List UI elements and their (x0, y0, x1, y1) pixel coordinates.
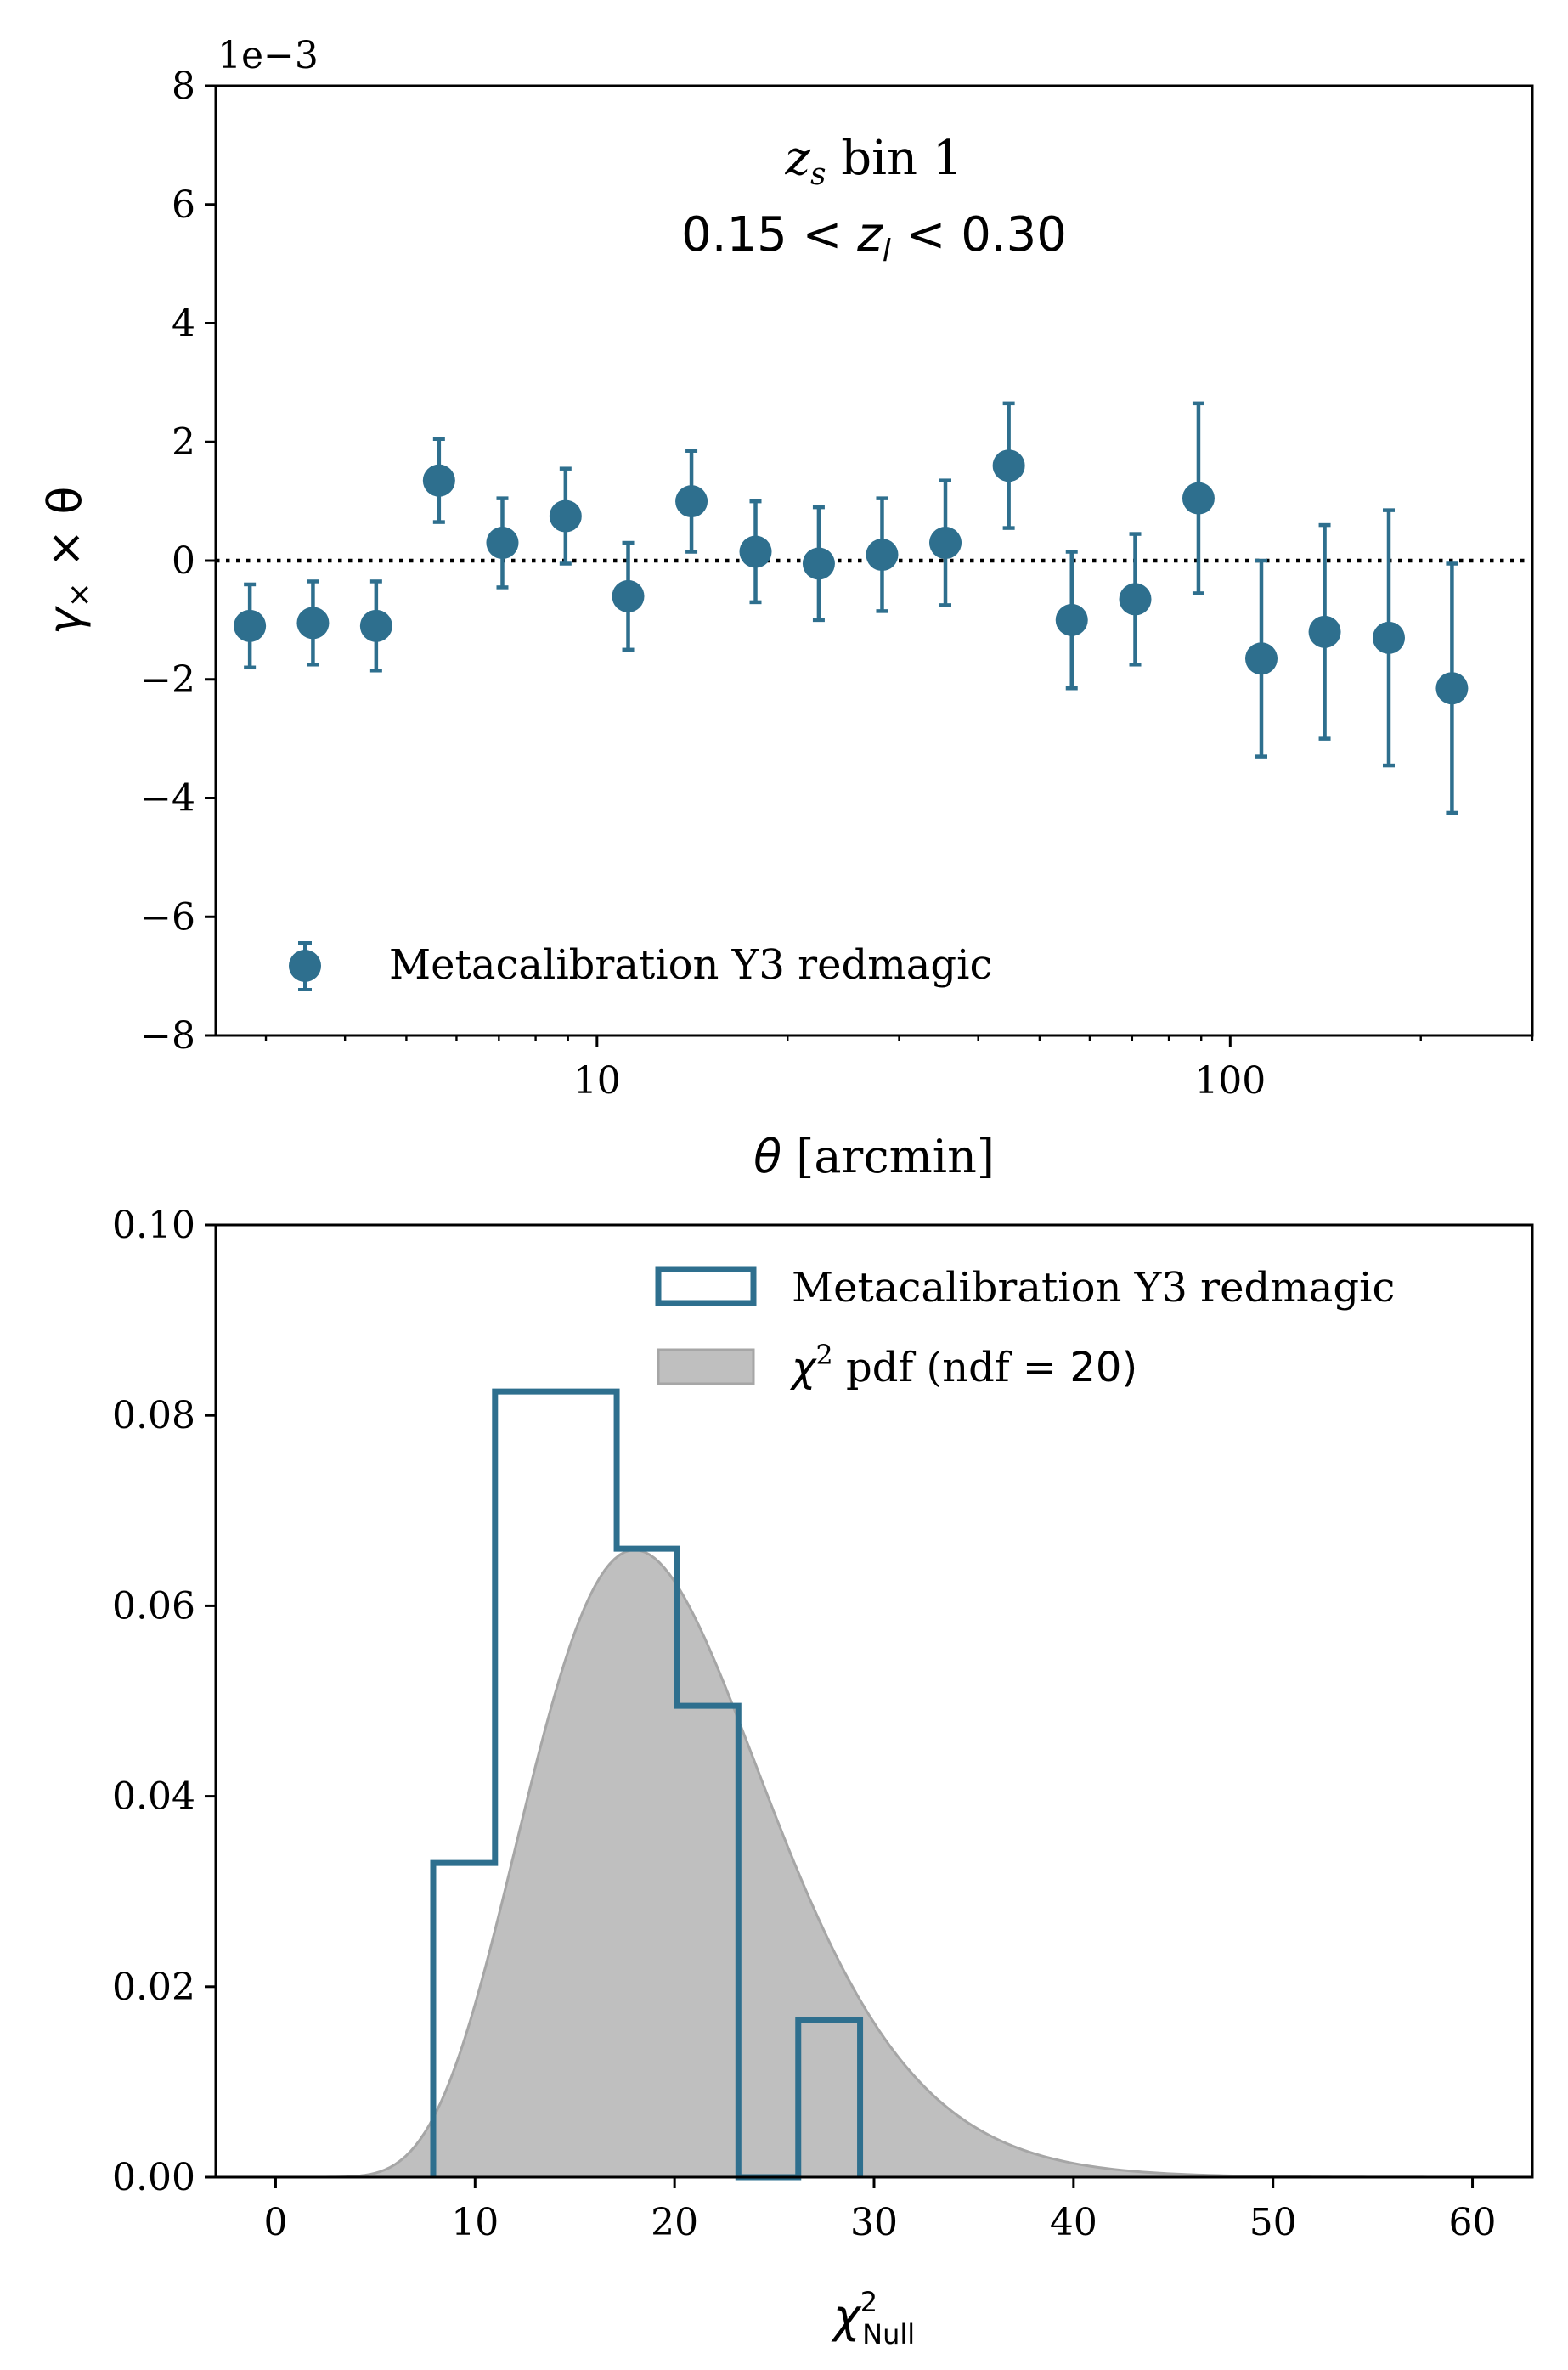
x-tick-label: 10 (451, 2201, 499, 2244)
legend-histogram-label: Metacalibration Y3 redmagic (792, 1264, 1395, 1312)
y-tick-label: −4 (140, 777, 195, 821)
data-point-11 (866, 539, 899, 572)
x-tick-label: 60 (1449, 2201, 1497, 2244)
legend-pdf-swatch (657, 1348, 755, 1385)
y-tick-label: 8 (172, 65, 195, 108)
y-tick-label: 0.02 (112, 1966, 195, 2009)
bottom-plot-area (275, 1388, 1475, 2181)
legend-marker (289, 950, 321, 982)
data-point-17 (1245, 642, 1278, 675)
top-panel: 8 6 4 2 0 −2 −4 −6 −8 10 100 1e−3 zs bin 1 0.15 < … (38, 34, 1534, 1183)
data-point-9 (739, 535, 772, 568)
y-tick-label: −2 (140, 658, 195, 702)
data-point-8 (675, 485, 708, 518)
top-plot-area (216, 401, 1532, 815)
x-tick-label: 100 (1194, 1059, 1266, 1103)
y-tick-label: −6 (140, 895, 195, 939)
top-annotation-line1: zs bin 1 (784, 131, 962, 192)
top-y-axis-label: γ× × θ (38, 487, 97, 635)
top-x-axis-label: θ [arcmin] (753, 1130, 995, 1183)
legend-histogram-swatch (655, 1266, 757, 1306)
x-tick-label: 10 (573, 1059, 621, 1103)
x-tick-label: 30 (850, 2201, 898, 2244)
data-point-3 (359, 609, 392, 642)
top-offset-text: 1e−3 (217, 34, 319, 77)
data-point-19 (1372, 621, 1405, 654)
bottom-legend: Metacalibration Y3 redmagic χ2 pdf (ndf … (655, 1264, 1395, 1391)
data-point-7 (612, 579, 645, 612)
top-legend-label: Metacalibration Y3 redmagic (389, 941, 992, 989)
histogram-step (430, 1388, 864, 2181)
data-point-1 (234, 609, 267, 642)
data-point-5 (486, 527, 519, 560)
y-tick-label: 0 (172, 539, 195, 583)
x-tick-label: 50 (1249, 2201, 1297, 2244)
bottom-panel: 0.00 0.02 0.04 0.06 0.08 0.10 0 10 20 30 40 50 60 Me… (112, 1204, 1534, 2350)
y-tick-label: 0.00 (112, 2156, 195, 2199)
data-point-14 (1055, 603, 1088, 636)
top-ticks: 8 6 4 2 0 −2 −4 −6 −8 10 100 (140, 65, 1534, 1103)
y-tick-label: 0.06 (112, 1584, 195, 1628)
y-tick-label: 6 (172, 183, 195, 227)
data-point-13 (992, 449, 1025, 482)
data-point-20 (1435, 672, 1469, 705)
data-point-6 (549, 499, 582, 533)
data-point-15 (1119, 583, 1152, 616)
x-tick-label: 0 (263, 2201, 287, 2244)
y-tick-label: −8 (140, 1014, 195, 1058)
data-point-16 (1182, 482, 1215, 515)
data-point-2 (296, 607, 330, 640)
data-point-4 (422, 464, 455, 497)
bottom-ticks: 0.00 0.02 0.04 0.06 0.08 0.10 0 10 20 30 40 50 60 (112, 1204, 1497, 2244)
y-tick-label: 0.04 (112, 1775, 195, 1819)
data-point-10 (802, 547, 835, 580)
y-tick-label: 4 (172, 302, 195, 346)
y-tick-label: 2 (172, 420, 195, 464)
y-tick-label: 0.10 (112, 1204, 195, 1247)
x-tick-label: 40 (1050, 2201, 1097, 2244)
x-tick-label: 20 (651, 2201, 698, 2244)
top-legend: Metacalibration Y3 redmagic (289, 941, 992, 991)
y-tick-label: 0.08 (112, 1394, 195, 1437)
data-point-18 (1308, 615, 1341, 648)
legend-pdf-label: χ2 pdf (ndf = 20) (789, 1339, 1137, 1391)
data-point-12 (929, 527, 962, 560)
bottom-x-axis-label: χ2 Null (831, 2286, 915, 2350)
top-annotation-line2: 0.15 < zl < 0.30 (681, 207, 1067, 268)
